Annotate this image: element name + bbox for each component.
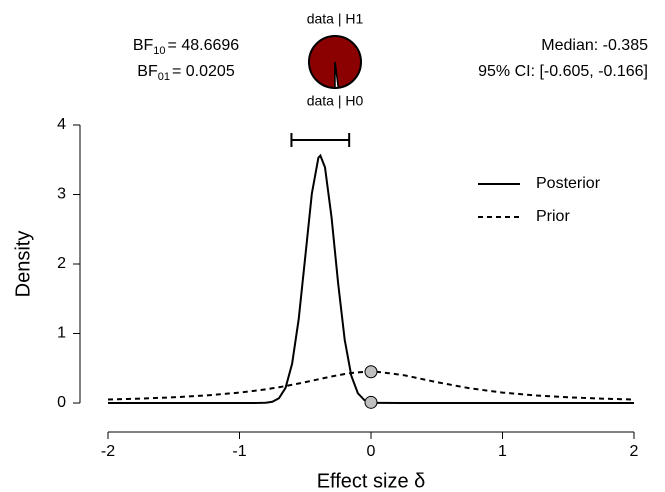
density-line xyxy=(108,153,634,404)
density-point xyxy=(364,395,378,409)
y-tick-label: 2 xyxy=(57,255,66,272)
pie-label: data | H1 xyxy=(307,11,364,27)
y-tick-label: 3 xyxy=(57,186,66,203)
x-tick-label: 2 xyxy=(630,443,639,460)
x-tick-label: 0 xyxy=(367,443,376,460)
pie-label: data | H0 xyxy=(307,93,364,109)
pie-outline xyxy=(308,35,362,89)
y-tick-label: 0 xyxy=(57,394,66,411)
ci-text: 95% CI: [-0.605, -0.166] xyxy=(478,63,648,80)
bf-value: = 0.0205 xyxy=(172,63,235,80)
median-text: Median: -0.385 xyxy=(541,37,648,54)
x-tick-label: -1 xyxy=(232,443,246,460)
x-axis-label: Effect size δ xyxy=(317,470,426,492)
x-tick-label: -2 xyxy=(101,443,115,460)
legend-label: Prior xyxy=(536,208,570,225)
y-axis-label: Density xyxy=(12,231,34,298)
density-point xyxy=(364,365,378,379)
bf-subscript: 01 xyxy=(158,71,170,83)
y-tick-label: 4 xyxy=(57,116,66,133)
x-tick-label: 1 xyxy=(498,443,507,460)
bf10-text: BF10 = 48.6696 xyxy=(133,37,239,57)
bf-symbol: BF xyxy=(133,37,154,54)
bf-subscript: 10 xyxy=(153,45,165,57)
bf-value: = 48.6696 xyxy=(168,37,240,54)
bf-symbol: BF xyxy=(137,63,158,80)
bf01-text: BF01 = 0.0205 xyxy=(137,63,235,83)
y-tick-label: 1 xyxy=(57,325,66,342)
density-line xyxy=(107,370,635,401)
legend-label: Posterior xyxy=(536,175,601,192)
